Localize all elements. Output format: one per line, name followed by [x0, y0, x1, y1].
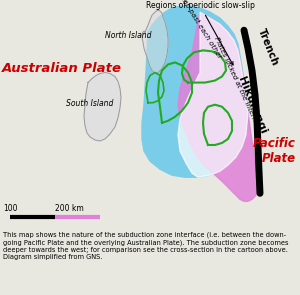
- Text: Australian Plate: Australian Plate: [2, 63, 122, 76]
- Text: Trench: Trench: [256, 27, 280, 68]
- Polygon shape: [84, 73, 121, 141]
- Polygon shape: [84, 73, 121, 141]
- Polygon shape: [142, 10, 168, 73]
- Polygon shape: [178, 12, 248, 177]
- Text: Pacific
Plate: Pacific Plate: [253, 137, 296, 165]
- Polygon shape: [142, 10, 168, 73]
- Text: Regions of periodic slow-slip: Regions of periodic slow-slip: [146, 1, 254, 65]
- Text: This map shows the nature of the subduction zone interface (i.e. between the dow: This map shows the nature of the subduct…: [3, 232, 289, 260]
- Polygon shape: [142, 6, 248, 177]
- Polygon shape: [178, 12, 258, 201]
- Text: Hikurangi: Hikurangi: [236, 75, 268, 135]
- Text: 100: 100: [3, 204, 17, 214]
- Text: 200 km: 200 km: [55, 204, 84, 214]
- Text: South Island: South Island: [66, 99, 114, 108]
- Text: North Island: North Island: [105, 31, 151, 40]
- Text: Plates creep past each other: Plates creep past each other: [162, 0, 222, 59]
- Text: Plates locked at the interface: Plates locked at the interface: [214, 36, 262, 132]
